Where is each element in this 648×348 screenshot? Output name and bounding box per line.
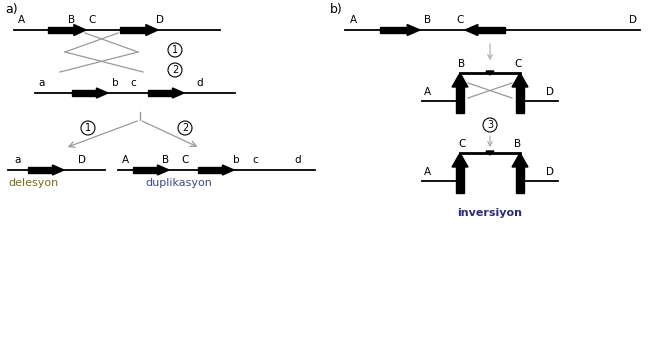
Text: d: d [295,155,301,165]
Polygon shape [516,87,524,113]
Text: b: b [111,78,119,88]
Text: B: B [458,59,465,69]
Polygon shape [222,165,234,175]
Polygon shape [28,167,52,173]
Polygon shape [380,27,407,33]
Text: C: C [88,15,96,25]
Text: 2: 2 [172,65,178,75]
Text: a): a) [5,3,17,16]
Polygon shape [52,165,64,175]
Polygon shape [456,87,465,113]
Text: 1: 1 [172,45,178,55]
Polygon shape [72,90,97,96]
Polygon shape [512,73,528,87]
Text: b): b) [330,3,343,16]
Text: A: A [122,155,129,165]
Text: C: C [515,59,522,69]
Text: a: a [14,155,20,165]
Text: A: A [424,167,431,177]
Polygon shape [478,27,505,33]
Text: d: d [197,78,203,88]
Polygon shape [465,24,478,35]
Text: D: D [629,15,637,25]
Text: 2: 2 [182,123,188,133]
Polygon shape [512,153,528,167]
Polygon shape [133,167,157,173]
Text: a: a [39,78,45,88]
Polygon shape [120,27,146,33]
Polygon shape [148,90,172,96]
Circle shape [483,118,497,132]
Text: A: A [18,15,25,25]
Text: A: A [350,15,357,25]
Circle shape [178,121,192,135]
Polygon shape [407,24,420,35]
Polygon shape [456,167,465,193]
Polygon shape [97,88,108,98]
Text: D: D [156,15,164,25]
Text: c: c [130,78,136,88]
Polygon shape [452,153,468,167]
Circle shape [168,63,182,77]
Text: inversiyon: inversiyon [457,208,522,218]
Text: c: c [252,155,258,165]
Polygon shape [452,73,468,87]
Text: A: A [424,87,431,97]
Text: D: D [78,155,86,165]
Text: b: b [233,155,239,165]
Text: D: D [546,167,554,177]
Polygon shape [486,151,494,155]
Text: C: C [456,15,464,25]
Text: B: B [424,15,432,25]
Text: D: D [546,87,554,97]
Text: delesyon: delesyon [8,178,58,188]
Polygon shape [172,88,184,98]
Text: C: C [181,155,189,165]
Polygon shape [48,27,74,33]
Polygon shape [486,71,494,75]
Text: B: B [69,15,76,25]
Text: B: B [163,155,170,165]
Circle shape [81,121,95,135]
Circle shape [168,43,182,57]
Polygon shape [516,167,524,193]
Polygon shape [157,165,169,175]
Polygon shape [74,24,86,35]
Polygon shape [146,24,158,35]
Text: C: C [458,139,466,149]
Text: 3: 3 [487,120,493,130]
Text: B: B [515,139,522,149]
Text: 1: 1 [85,123,91,133]
Text: duplikasyon: duplikasyon [145,178,212,188]
Polygon shape [198,167,222,173]
